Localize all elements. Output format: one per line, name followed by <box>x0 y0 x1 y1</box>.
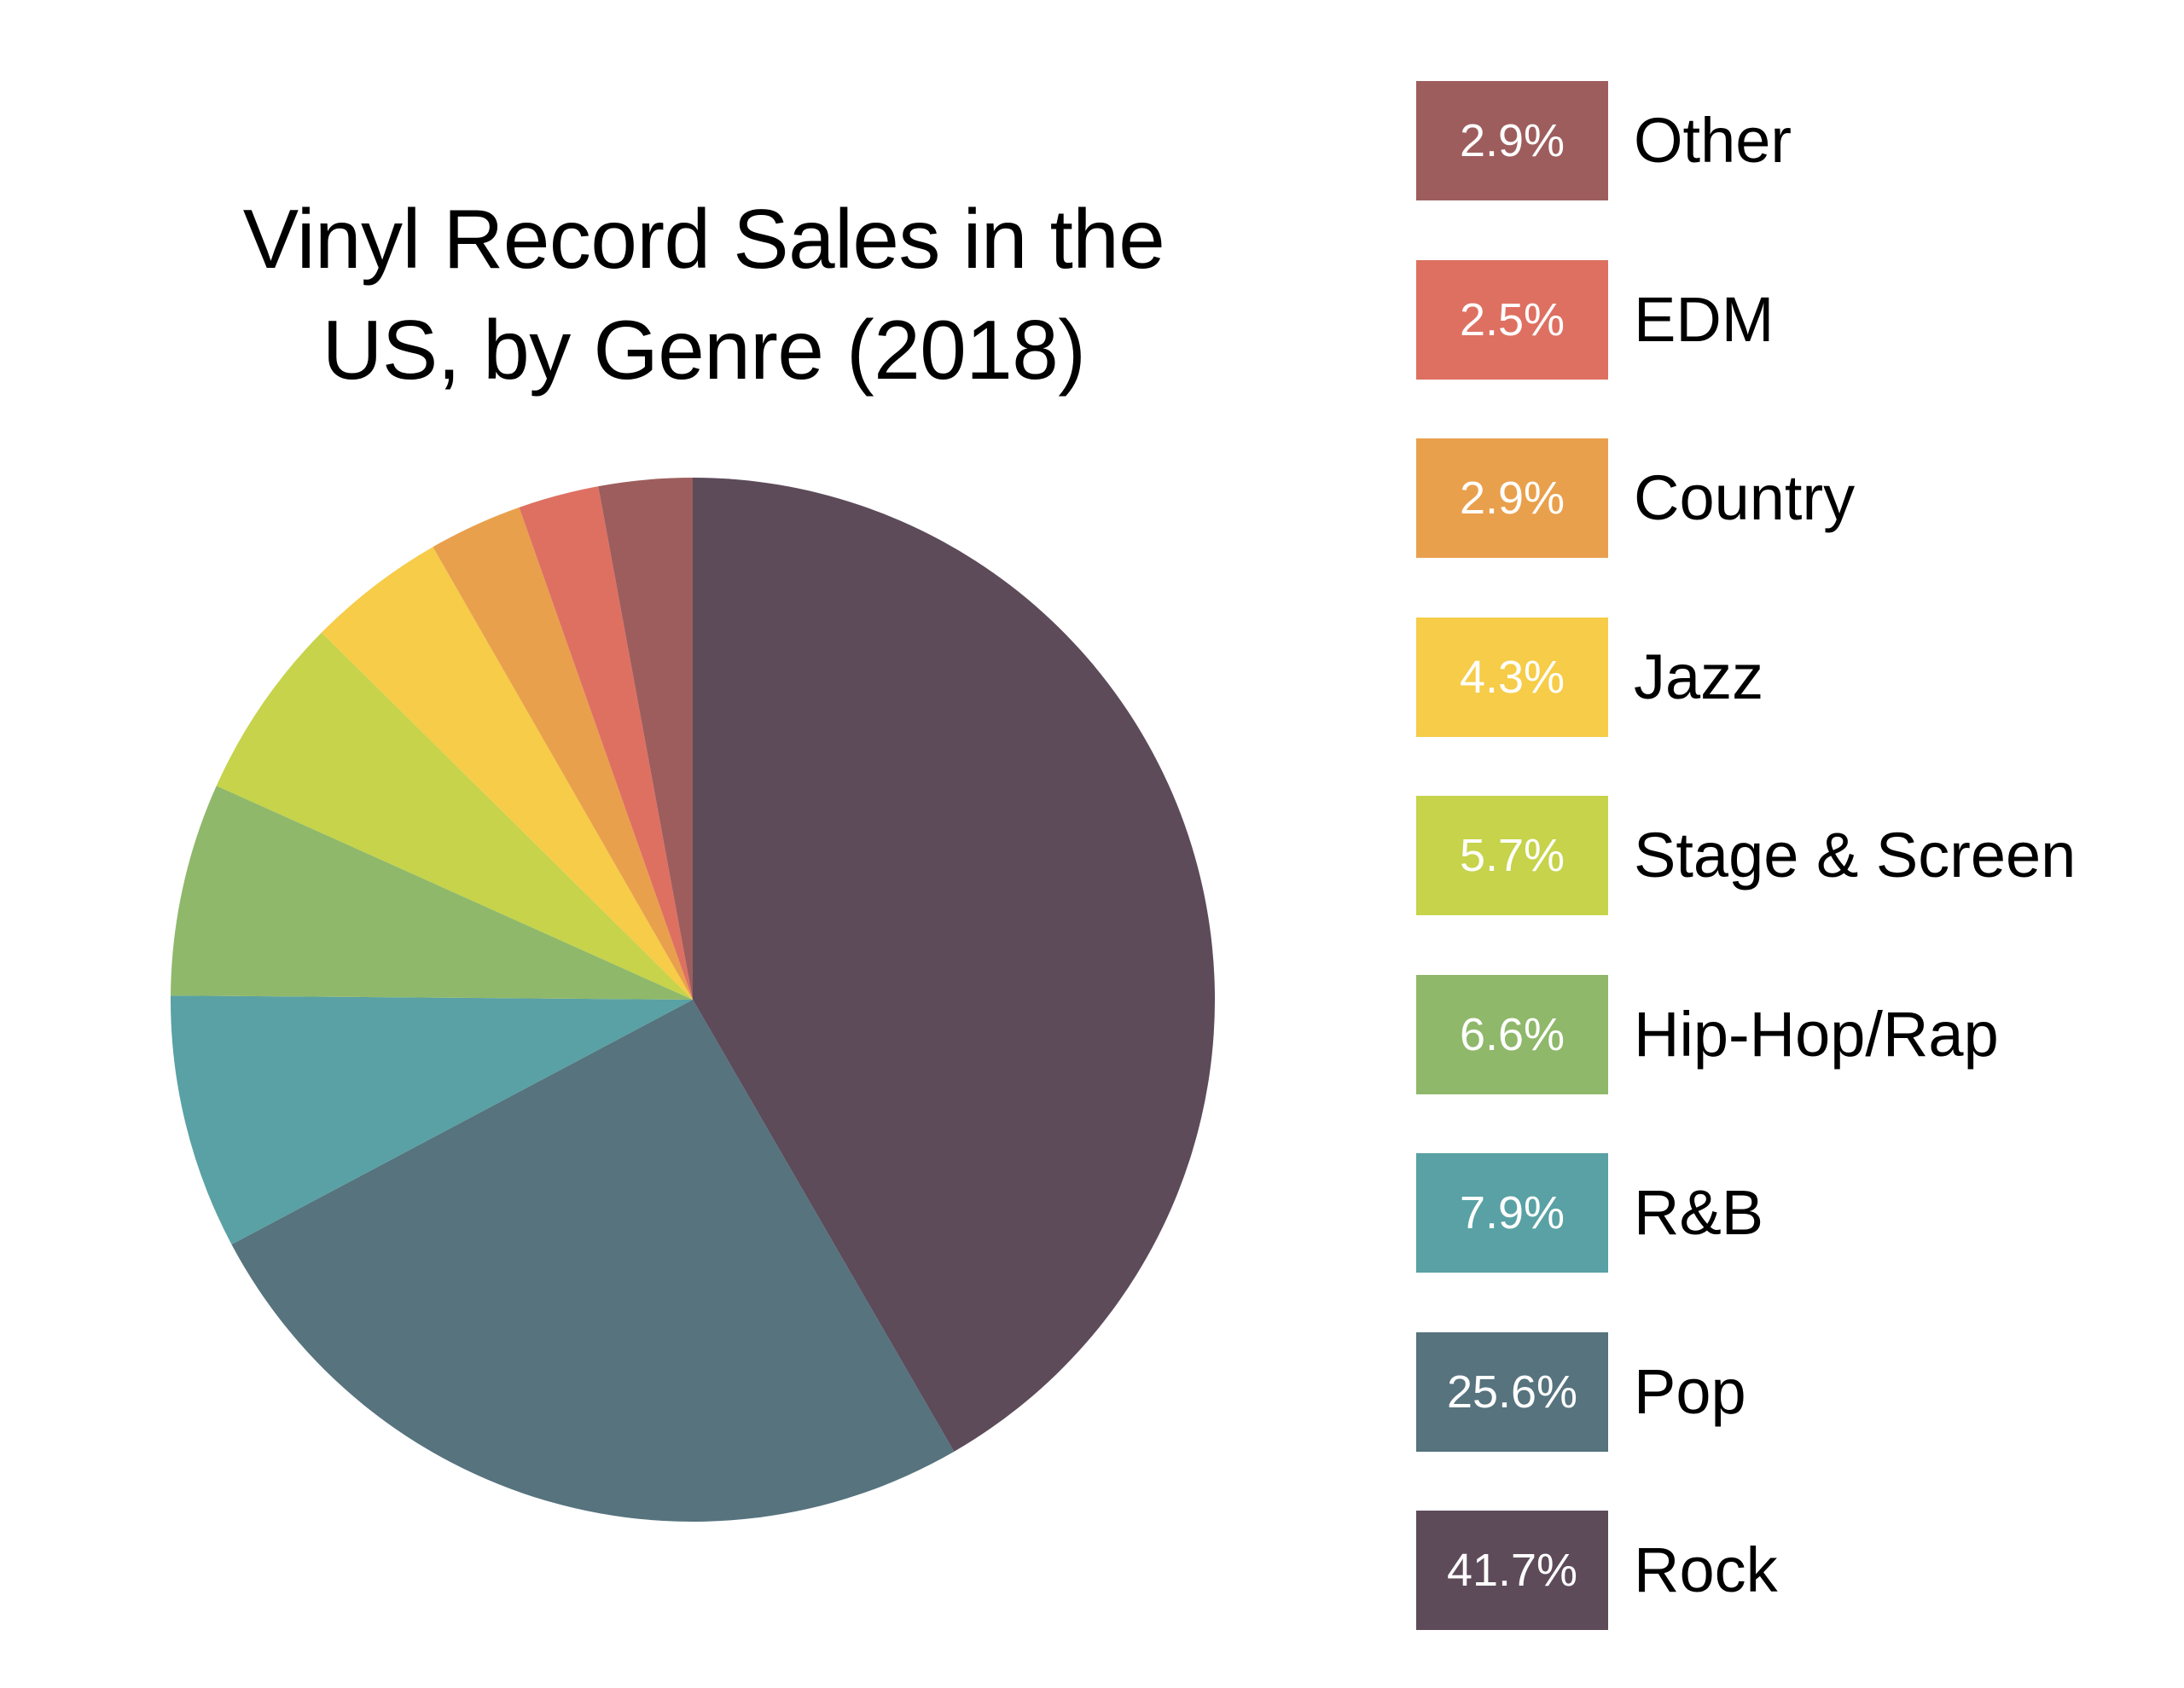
pie-slice-rock <box>693 478 1216 1452</box>
legend-swatch-rock: 41.7% <box>1416 1511 1608 1630</box>
legend-item-stage-screen: 5.7% Stage & Screen <box>1416 796 2167 915</box>
legend-swatch-jazz: 4.3% <box>1416 617 1608 737</box>
pie-slice-stage-screen <box>216 632 694 1000</box>
chart-title: Vinyl Record Sales in the US, by Genre (… <box>115 183 1292 405</box>
legend-item-country: 2.9% Country <box>1416 438 2167 558</box>
legend-label-rock: Rock <box>1634 1534 1778 1605</box>
legend-item-r-b: 7.9% R&B <box>1416 1153 2167 1273</box>
pie-slice-pop <box>231 1000 955 1523</box>
legend-swatch-edm: 2.5% <box>1416 259 1608 380</box>
legend-item-edm: 2.5% EDM <box>1416 259 2167 380</box>
legend-item-other: 2.9% Other <box>1416 81 2167 200</box>
chart-title-line-2: US, by Genre (2018) <box>322 303 1086 397</box>
legend-label-jazz: Jazz <box>1634 641 1764 712</box>
pie-slice-r-b <box>171 995 693 1244</box>
legend-label-edm: EDM <box>1634 283 1774 355</box>
legend-swatch-country: 2.9% <box>1416 438 1608 558</box>
legend-label-stage-screen: Stage & Screen <box>1634 820 2077 890</box>
legend-swatch-r-b: 7.9% <box>1416 1153 1608 1273</box>
legend-swatch-other: 2.9% <box>1416 81 1608 200</box>
legend-label-r-b: R&B <box>1634 1177 1764 1248</box>
legend-swatch-stage-screen: 5.7% <box>1416 796 1608 915</box>
legend-label-hip-hop-rap: Hip-Hop/Rap <box>1634 998 1999 1070</box>
pie-slice-other <box>598 478 693 1000</box>
legend-item-hip-hop-rap: 6.6% Hip-Hop/Rap <box>1416 974 2167 1094</box>
legend-item-rock: 41.7% Rock <box>1416 1511 2167 1630</box>
pie-slice-hip-hop-rap <box>171 786 693 1000</box>
pie-slice-jazz <box>321 547 693 1000</box>
pie-slice-edm <box>519 486 693 1000</box>
legend-label-pop: Pop <box>1634 1355 1746 1427</box>
legend-label-country: Country <box>1634 462 1856 533</box>
pie-slice-country <box>433 507 693 1000</box>
legend-swatch-pop: 25.6% <box>1416 1331 1608 1452</box>
legend-item-pop: 25.6% Pop <box>1416 1331 2167 1452</box>
legend-label-other: Other <box>1634 105 1792 176</box>
legend-item-jazz: 4.3% Jazz <box>1416 617 2167 737</box>
chart-title-line-1: Vinyl Record Sales in the <box>242 192 1165 286</box>
legend-swatch-hip-hop-rap: 6.6% <box>1416 974 1608 1094</box>
